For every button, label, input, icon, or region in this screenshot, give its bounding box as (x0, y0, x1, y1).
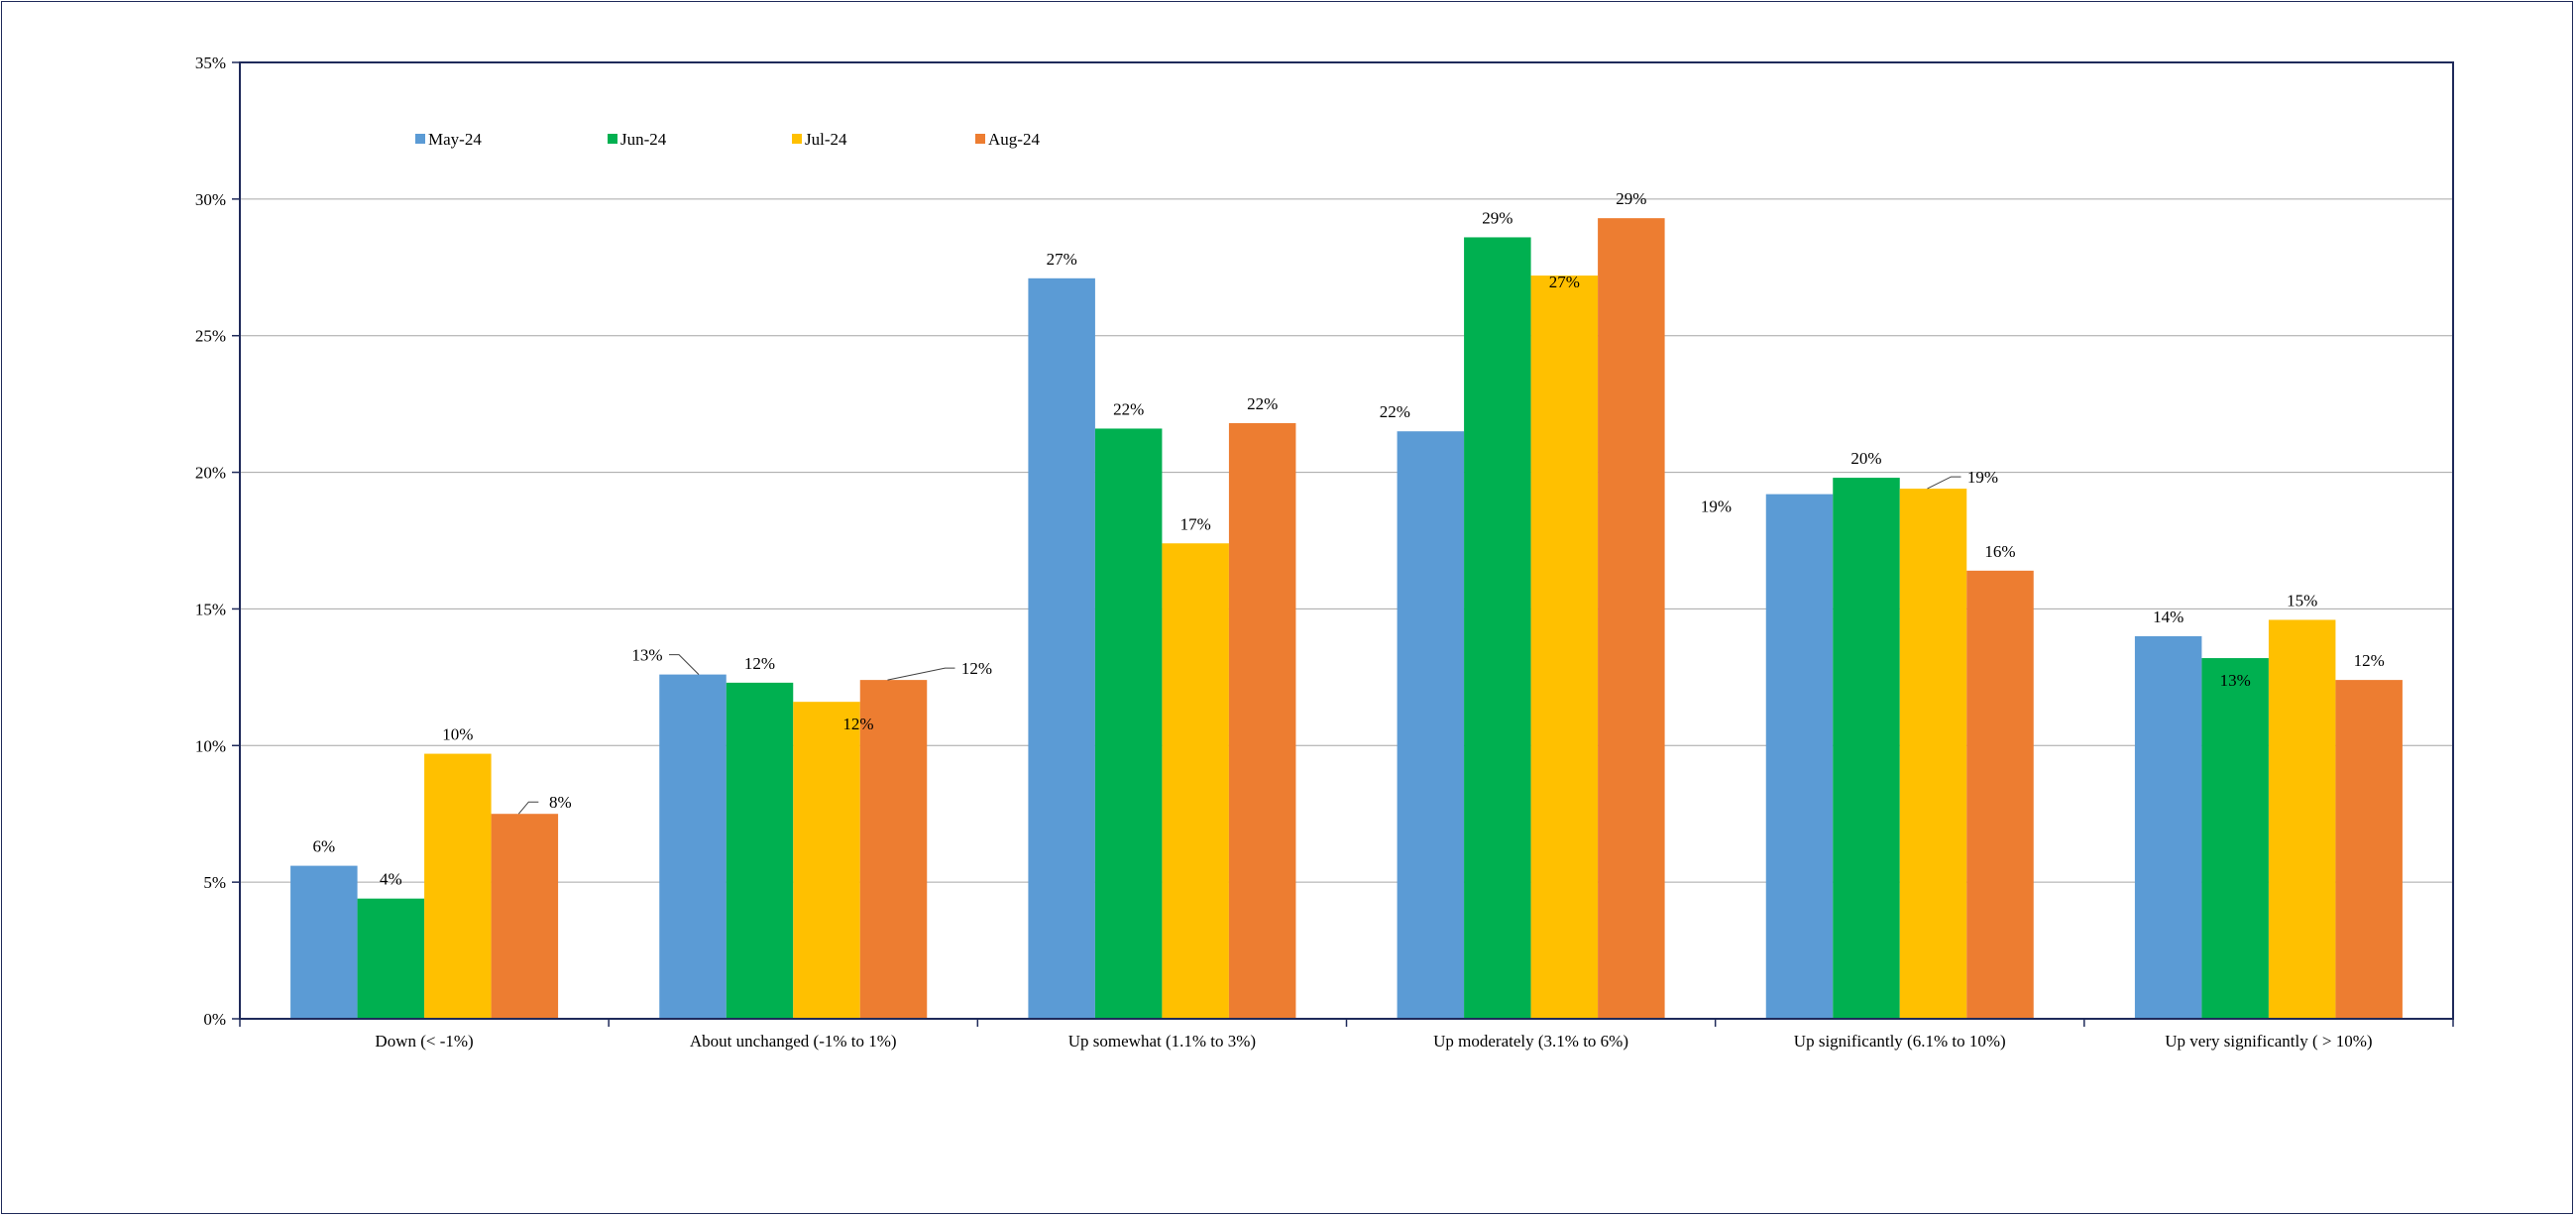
y-tick-label: 30% (195, 190, 226, 209)
data-label: 19% (1701, 498, 1732, 516)
bar-may-24 (659, 674, 727, 1019)
legend-swatch (415, 134, 425, 144)
x-category-label: Down (< -1%) (375, 1032, 473, 1051)
legend-label: Jul-24 (805, 130, 847, 149)
data-label: 10% (442, 725, 473, 744)
bar-jun-24 (2201, 658, 2269, 1019)
bar-jul-24 (424, 753, 492, 1019)
bar-jul-24 (793, 702, 860, 1019)
data-label: 29% (1616, 189, 1646, 208)
legend-label: Jun-24 (620, 130, 667, 149)
data-label: 17% (1180, 514, 1211, 533)
bar-jun-24 (1464, 237, 1531, 1019)
y-tick-label: 25% (195, 327, 226, 346)
x-category-labels: Down (< -1%) About unchanged (-1% to 1%) U… (375, 1032, 2372, 1051)
x-category-label: Up significantly (6.1% to 10%) (1794, 1032, 2006, 1051)
data-labels: 6% 4% 10% 8% 13% 12% 12% 12% 27% 22% 17% 22% 22% 29% 2… (312, 189, 2384, 889)
bar-jul-24 (1530, 276, 1599, 1019)
bar-jul-24 (1162, 543, 1229, 1019)
legend: May-24 Jun-24 Jul-24 Aug-24 (415, 130, 1040, 149)
bar-aug-24 (491, 814, 559, 1019)
x-category-label: Up somewhat (1.1% to 3%) (1068, 1032, 1256, 1051)
bar-aug-24 (2335, 680, 2403, 1019)
plot-area-border (239, 61, 2454, 1020)
bar-aug-24 (1228, 422, 1296, 1019)
y-tick-label: 0% (203, 1010, 226, 1029)
y-tick-label: 5% (203, 873, 226, 892)
label-leader-lines (517, 476, 1961, 815)
leader-line (669, 654, 700, 675)
bar-jun-24 (726, 682, 794, 1019)
axes (232, 61, 2454, 1027)
data-label: 19% (1967, 468, 1998, 487)
x-category-label: Up moderately (3.1% to 6%) (1433, 1032, 1628, 1051)
data-label: 8% (549, 793, 572, 812)
y-tick-label: 10% (195, 736, 226, 755)
bar-jun-24 (1094, 428, 1163, 1019)
legend-label: Aug-24 (988, 130, 1040, 149)
legend-swatch (608, 134, 617, 144)
data-label: 13% (631, 646, 662, 665)
data-label: 12% (961, 659, 992, 678)
data-label: 22% (1247, 394, 1278, 413)
data-label: 14% (2153, 608, 2184, 626)
bar-may-24 (1028, 277, 1095, 1019)
x-category-label: Up very significantly ( > 10%) (2165, 1032, 2372, 1051)
y-tick-label: 20% (195, 464, 226, 483)
data-label: 27% (1549, 273, 1580, 291)
bar-aug-24 (1598, 218, 1665, 1019)
legend-swatch (975, 134, 985, 144)
bar-may-24 (1765, 494, 1834, 1020)
bar-jun-24 (357, 898, 425, 1019)
data-label: 4% (380, 870, 402, 889)
x-category-label: About unchanged (-1% to 1%) (690, 1032, 897, 1051)
bar-jul-24 (1899, 489, 1967, 1020)
bar-aug-24 (1966, 570, 2034, 1019)
data-label: 27% (1047, 250, 1077, 269)
leader-line (1927, 476, 1961, 490)
data-label: 16% (1984, 542, 2015, 561)
data-label: 20% (1850, 449, 1881, 468)
y-tick-label: 35% (195, 54, 226, 72)
data-label: 12% (842, 715, 873, 733)
legend-swatch (792, 134, 802, 144)
data-label: 29% (1482, 208, 1512, 227)
data-label: 6% (312, 837, 335, 856)
data-label: 15% (2287, 591, 2317, 609)
leader-line (887, 667, 955, 681)
bar-may-24 (290, 865, 358, 1019)
data-label: 12% (2354, 651, 2385, 670)
bars (290, 218, 2403, 1020)
y-tick-labels: 0% 5% 10% 15% 20% 25% 30% 35% (195, 54, 226, 1029)
bar-jun-24 (1833, 478, 1900, 1020)
bar-may-24 (2134, 636, 2202, 1019)
leader-line (517, 801, 539, 815)
data-label: 22% (1380, 402, 1410, 421)
data-label: 13% (2220, 671, 2251, 690)
legend-label: May-24 (428, 130, 482, 149)
data-label: 22% (1113, 399, 1144, 418)
bar-jul-24 (2268, 619, 2336, 1019)
gridlines (240, 198, 2453, 883)
bar-may-24 (1397, 431, 1465, 1019)
data-label: 12% (744, 654, 775, 673)
y-tick-label: 15% (195, 600, 226, 618)
bar-aug-24 (859, 680, 928, 1019)
